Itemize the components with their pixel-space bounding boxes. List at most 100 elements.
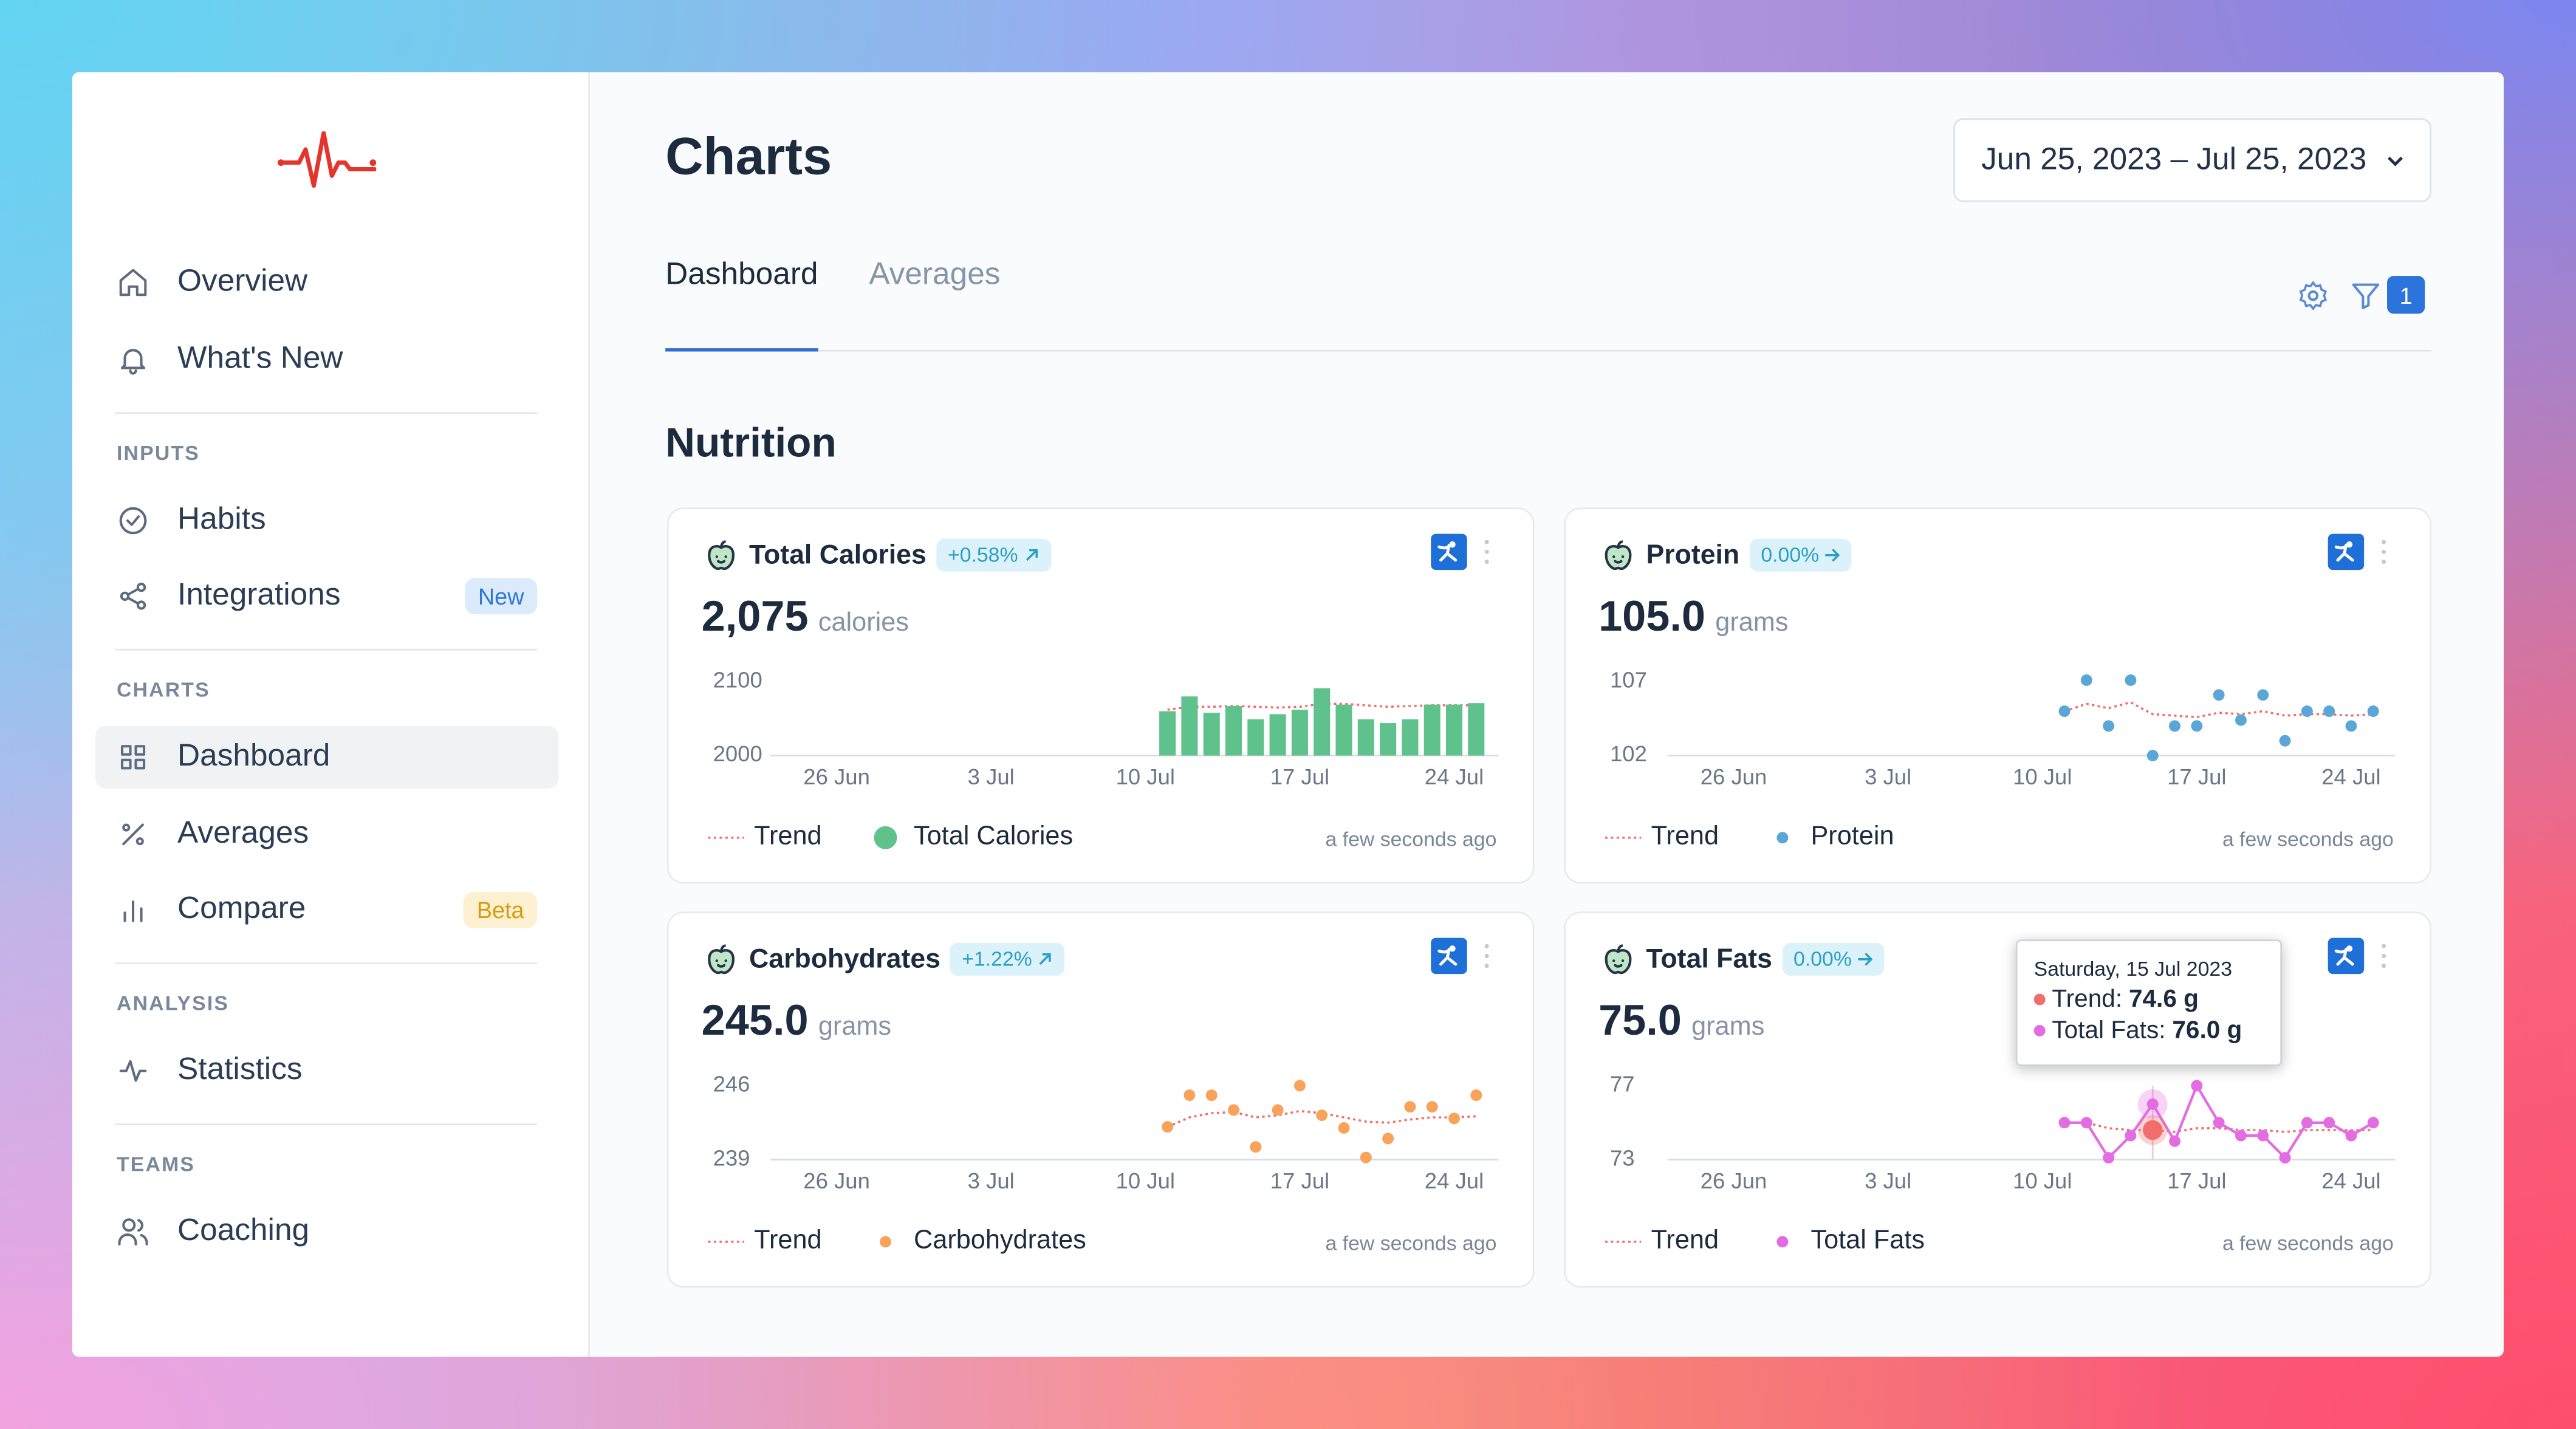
settings-icon[interactable]	[2297, 279, 2329, 312]
icon-shape	[123, 900, 143, 922]
point	[2279, 1152, 2291, 1164]
nav-label: Dashboard	[177, 739, 331, 774]
legend: Trend Total Fats	[1605, 1227, 1925, 1256]
nav-group-title: ANALYSIS	[116, 992, 230, 1015]
bar	[1468, 703, 1485, 756]
icon-shape	[118, 1218, 148, 1246]
card-value-row: 75.0 grams	[1598, 995, 1764, 1046]
icon-shape	[1605, 540, 1632, 571]
legend-label: Trend	[754, 1227, 822, 1255]
trend-line	[2064, 701, 2374, 719]
nav-item[interactable]: Averages	[95, 803, 559, 865]
change-arrow	[1858, 953, 1873, 966]
card-value: 245.0	[701, 995, 809, 1045]
nav-label: Statistics	[177, 1052, 303, 1088]
point	[2191, 720, 2203, 732]
divider	[115, 962, 538, 964]
chart-card: Total Calories +0.58% 2,075 calories 2000 210…	[666, 507, 1535, 884]
nav-badge: Beta	[464, 891, 538, 928]
food-icon	[708, 540, 735, 571]
nav-label: Overview	[177, 264, 308, 300]
point	[2146, 750, 2159, 762]
source-button[interactable]	[2328, 937, 2365, 975]
x-tick-label: 26 Jun	[803, 764, 870, 789]
legend-swatch	[874, 826, 897, 849]
x-tick-label: 3 Jul	[1865, 1168, 1911, 1193]
bar	[1335, 704, 1352, 756]
tooltip-dot	[2033, 1024, 2046, 1037]
x-tick-label: 17 Jul	[1270, 1168, 1329, 1193]
x-tick-label: 10 Jul	[2013, 764, 2072, 789]
point	[1228, 1104, 1239, 1116]
bar	[1247, 719, 1264, 756]
divider	[115, 1123, 538, 1125]
more-menu[interactable]	[1480, 539, 1493, 565]
x-tick-label: 17 Jul	[2167, 1168, 2226, 1193]
icon	[119, 1060, 147, 1082]
nav-item[interactable]: Compare Beta	[95, 879, 559, 941]
nav-item[interactable]: Statistics	[95, 1040, 559, 1102]
point	[2235, 714, 2247, 726]
icon-shape	[708, 944, 735, 975]
card-value: 75.0	[1598, 995, 1682, 1045]
nav-label: Coaching	[177, 1213, 310, 1249]
y-tick-label: 239	[713, 1145, 750, 1170]
more-menu[interactable]	[2377, 943, 2391, 969]
tab[interactable]: Dashboard	[665, 258, 818, 293]
source-button[interactable]	[1431, 937, 1467, 975]
card-value-row: 105.0 grams	[1598, 591, 1788, 642]
more-menu[interactable]	[1480, 943, 1493, 969]
point	[2301, 705, 2313, 718]
point	[2080, 1117, 2092, 1129]
point	[2058, 1117, 2071, 1129]
change-value: 0.00%	[1793, 947, 1852, 971]
nav-item[interactable]: Overview	[95, 252, 559, 314]
source-button[interactable]	[1431, 533, 1467, 571]
x-tick-label: 24 Jul	[2321, 764, 2380, 789]
icon	[120, 348, 146, 374]
change-value: +1.22%	[962, 947, 1032, 971]
icon-shape	[2382, 540, 2386, 544]
icon-shape	[2382, 549, 2386, 554]
tooltip-row: Trend: 74.6 g	[2033, 984, 2264, 1015]
source-button[interactable]	[2328, 533, 2365, 571]
legend-dot	[874, 826, 897, 849]
point	[1293, 1080, 1306, 1092]
tab[interactable]: Averages	[869, 258, 1001, 293]
point	[1316, 1109, 1328, 1122]
bar	[1314, 688, 1331, 756]
chart-card: Protein 0.00% 105.0 grams 102 107 26 Jun 3 Jul 1…	[1564, 507, 2432, 884]
icon-shape	[715, 959, 727, 968]
legend-swatch	[1605, 1241, 1642, 1243]
point	[2213, 1117, 2225, 1129]
more-menu[interactable]	[2377, 539, 2391, 565]
card-value-row: 245.0 grams	[702, 995, 891, 1046]
nav-item[interactable]: Coaching	[95, 1201, 559, 1263]
nav-item[interactable]: What's New	[95, 327, 559, 390]
nav-item[interactable]: Dashboard	[95, 725, 559, 789]
y-tick-label: 107	[1610, 668, 1647, 693]
icon-shape	[1858, 953, 1873, 966]
icon-shape	[120, 583, 146, 610]
bar	[1181, 696, 1198, 756]
hover-point	[2143, 1120, 2163, 1140]
x-tick-label: 26 Jun	[1701, 1168, 1767, 1193]
point	[2191, 1080, 2203, 1092]
point	[2323, 1117, 2335, 1129]
icon-shape	[708, 540, 735, 571]
point	[2103, 720, 2115, 732]
chart: 2000 2100 26 Jun 3 Jul 10 Jul 17 Jul 24 Jul	[713, 668, 1499, 789]
point	[2257, 689, 2269, 701]
card-value-row: 2,075 calories	[702, 591, 909, 642]
date-range-picker[interactable]: Jun 25, 2023 – Jul 25, 2023	[1953, 118, 2432, 202]
food-icon	[1605, 540, 1632, 571]
icon-shape	[119, 506, 147, 533]
nav-item[interactable]: Habits	[95, 488, 559, 551]
change-arrow	[1025, 549, 1038, 561]
nav-item[interactable]: Integrations New	[95, 565, 559, 628]
icon-shape	[1437, 541, 1458, 562]
icon-shape	[715, 555, 727, 564]
filter-count: 1	[2387, 276, 2425, 314]
filter-icon[interactable]	[2349, 279, 2382, 312]
